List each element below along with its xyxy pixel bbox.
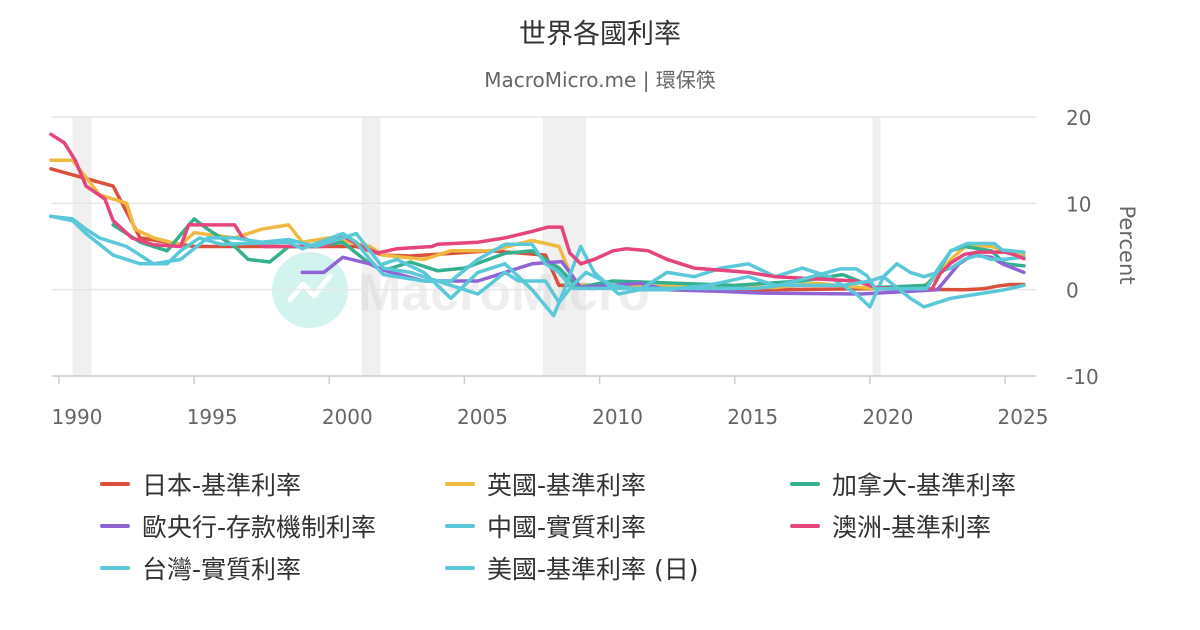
legend-label: 中國-實質利率 xyxy=(487,513,647,542)
legend-swatch xyxy=(790,482,820,486)
legend-label: 台灣-實質利率 xyxy=(142,555,302,584)
legend-item[interactable]: 歐央行-存款機制利率 xyxy=(100,506,376,546)
legend-swatch xyxy=(445,524,475,528)
x-tick-label: 1990 xyxy=(52,405,103,429)
y-tick-label: 20 xyxy=(1066,106,1091,130)
legend-label: 歐央行-存款機制利率 xyxy=(142,513,377,542)
legend-item[interactable]: 中國-實質利率 xyxy=(445,506,646,546)
legend-swatch xyxy=(445,482,475,486)
legend-item[interactable]: 加拿大-基準利率 xyxy=(790,464,1016,504)
x-tick-label: 2005 xyxy=(457,405,508,429)
legend-swatch xyxy=(790,524,820,528)
chart-subtitle: MacroMicro.me | 環保筷 xyxy=(484,68,716,92)
x-tick-label: 2025 xyxy=(998,405,1049,429)
legend-swatch xyxy=(100,566,130,570)
y-axis-title: Percent xyxy=(1115,205,1139,284)
legend-label: 美國-基準利率 (日) xyxy=(487,555,699,584)
legend: 日本-基準利率 英國-基準利率 加拿大-基準利率歐央行-存款機制利率 中國-實質利率 澳… xyxy=(100,464,1100,594)
y-tick-label: 10 xyxy=(1066,192,1091,216)
x-tick-label: 2015 xyxy=(727,405,778,429)
x-tick-label: 2000 xyxy=(322,405,373,429)
series-line-7[interactable] xyxy=(49,214,1026,309)
recession-band xyxy=(72,117,92,376)
legend-label: 加拿大-基準利率 xyxy=(832,471,1017,500)
legend-swatch xyxy=(100,524,130,528)
y-tick-label: 0 xyxy=(1066,279,1079,303)
legend-swatch xyxy=(445,566,475,570)
y-tick-label: -10 xyxy=(1066,365,1099,389)
x-tick-label: 2020 xyxy=(862,405,913,429)
legend-item[interactable]: 美國-基準利率 (日) xyxy=(445,548,698,588)
chart-title: 世界各國利率 xyxy=(519,19,681,50)
legend-label: 澳洲-基準利率 xyxy=(832,513,992,542)
legend-item[interactable]: 台灣-實質利率 xyxy=(100,548,301,588)
legend-item[interactable]: 英國-基準利率 xyxy=(445,464,646,504)
legend-label: 英國-基準利率 xyxy=(487,471,647,500)
legend-item[interactable]: 日本-基準利率 xyxy=(100,464,301,504)
legend-label: 日本-基準利率 xyxy=(142,471,302,500)
legend-swatch xyxy=(100,482,130,486)
legend-item[interactable]: 澳洲-基準利率 xyxy=(790,506,991,546)
x-tick-label: 1995 xyxy=(187,405,238,429)
series-line-8[interactable] xyxy=(49,214,1026,291)
series-lines xyxy=(49,132,1026,318)
recession-band xyxy=(872,117,881,376)
x-tick-label: 2010 xyxy=(592,405,643,429)
